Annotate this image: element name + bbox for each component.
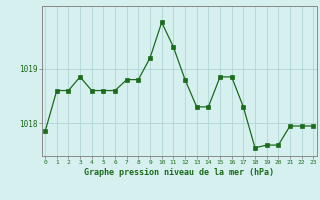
X-axis label: Graphe pression niveau de la mer (hPa): Graphe pression niveau de la mer (hPa) [84, 168, 274, 177]
